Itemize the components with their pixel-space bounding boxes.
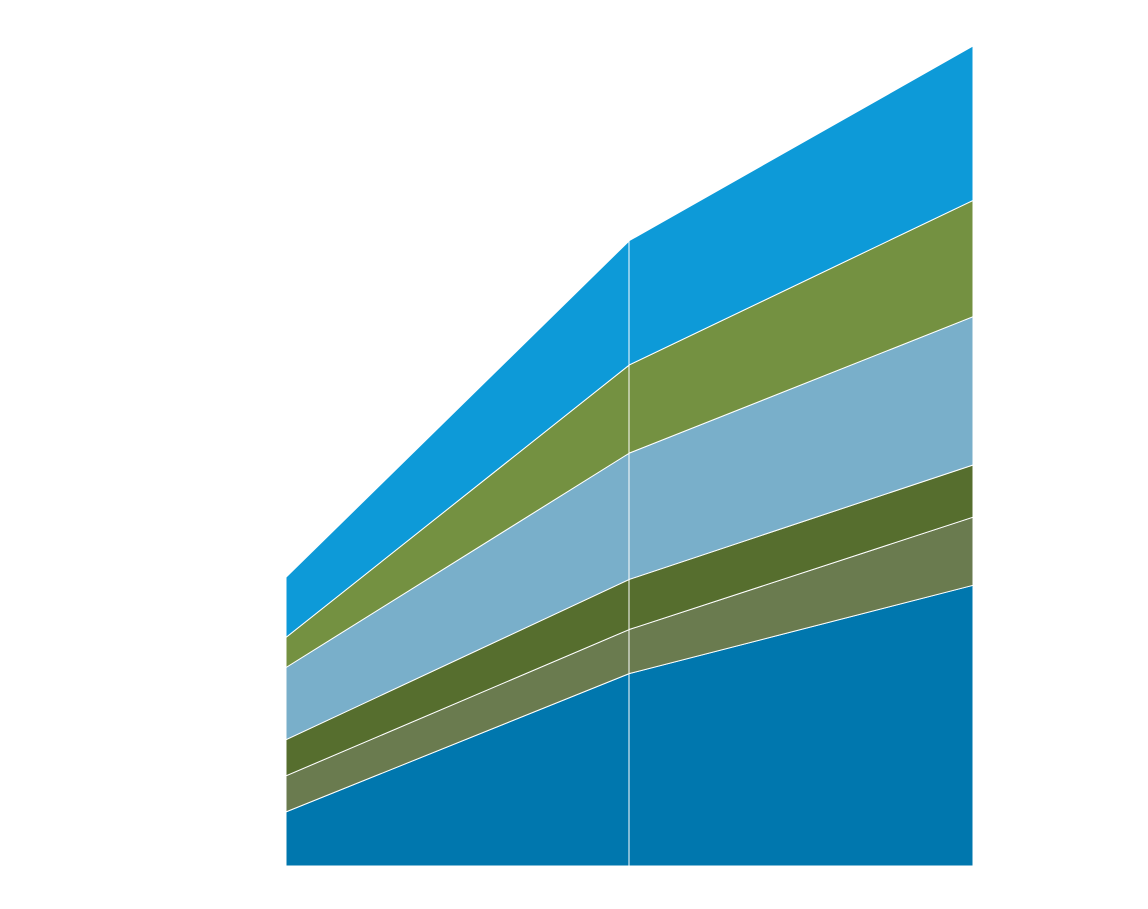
stacked-area-chart xyxy=(286,46,973,866)
